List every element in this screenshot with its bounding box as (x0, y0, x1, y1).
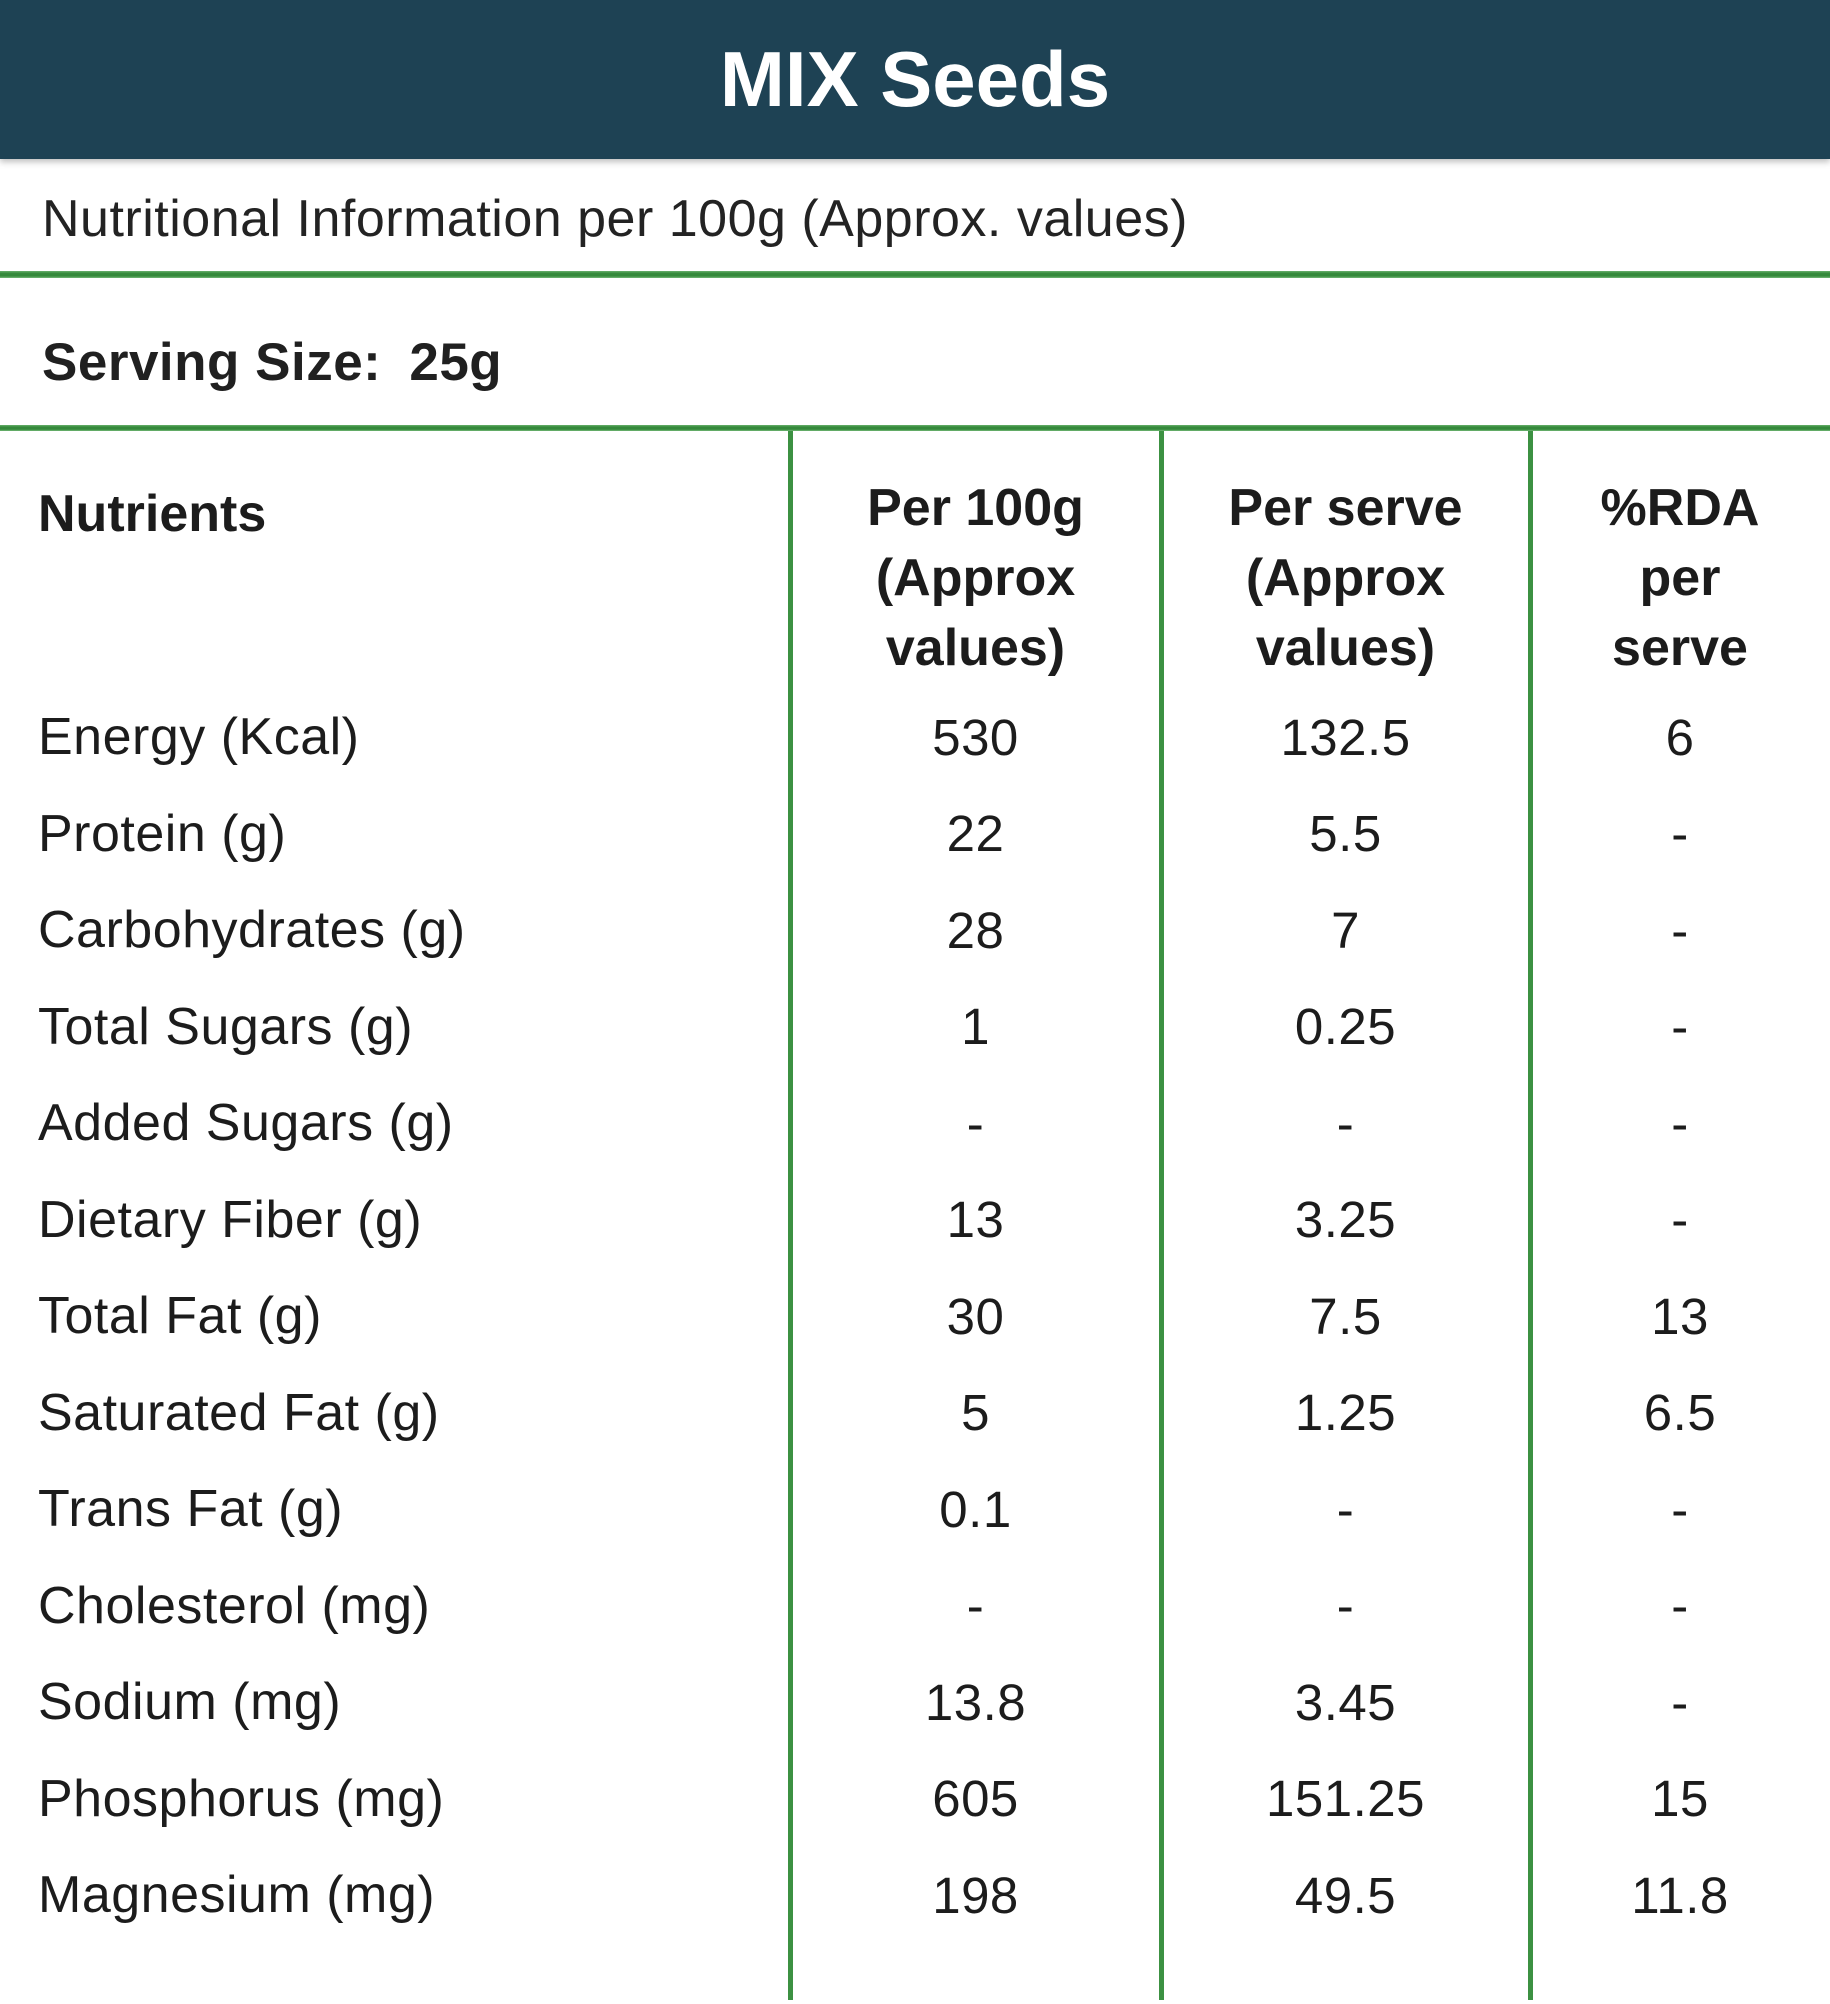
per-serve-value: - (1336, 1577, 1355, 1635)
nutrition-table: Nutrients Per 100g (Approx values) Per s… (0, 431, 1830, 2004)
serving-size-value: 25g (409, 333, 503, 392)
rda-value: 11.8 (1631, 1866, 1729, 1924)
per-100g-value: 1 (961, 998, 990, 1056)
per-100g-value: 30 (946, 1287, 1005, 1345)
rda-value: - (1671, 998, 1689, 1056)
rda-value: - (1671, 805, 1689, 863)
column-header-per-serve: Per serve (Approx values) (1161, 431, 1530, 689)
per-serve-value: - (1336, 1094, 1355, 1152)
nutrient-label: Dietary Fiber (g) (38, 1190, 423, 1249)
nutrient-label: Saturated Fat (g) (38, 1383, 440, 1442)
serving-size-label: Serving Size: (42, 333, 382, 392)
divider-top (0, 271, 1830, 278)
per-serve-value: 0.25 (1294, 998, 1397, 1056)
nutrient-label: Total Sugars (g) (38, 997, 414, 1056)
nutrient-label: Carbohydrates (g) (38, 901, 466, 960)
per-100g-value: 5 (961, 1384, 990, 1442)
per-100g-value: 13 (946, 1191, 1005, 1249)
header-line: serve (1612, 619, 1748, 677)
column-header-nutrients: Nutrients (0, 431, 790, 689)
serving-size-section: Serving Size: 25g (0, 278, 1830, 425)
per-100g-value: 0.1 (939, 1480, 1012, 1538)
per-100g-value: 198 (932, 1866, 1019, 1924)
nutrient-label: Magnesium (mg) (38, 1866, 436, 1925)
table-grid: Nutrients Per 100g (Approx values) Per s… (0, 431, 1830, 1944)
per-serve-value: 5.5 (1309, 805, 1382, 863)
column-header-per-100g: Per 100g (Approx values) (790, 431, 1161, 689)
title-bar: MIX Seeds (0, 0, 1830, 159)
per-serve-value: 1.25 (1294, 1384, 1397, 1442)
per-serve-value: 132.5 (1280, 708, 1411, 766)
subtitle-text: Nutritional Information per 100g (Approx… (42, 190, 1188, 248)
column-divider (1159, 431, 1164, 2000)
header-line: values) (885, 619, 1066, 677)
per-serve-value: 49.5 (1294, 1866, 1397, 1924)
rda-value: - (1671, 1673, 1689, 1731)
nutrient-label: Added Sugars (g) (38, 1094, 454, 1153)
divider-table-top (0, 425, 1830, 431)
nutrient-label: Trans Fat (g) (38, 1480, 344, 1539)
header-line: Nutrients (38, 485, 267, 543)
nutrient-label: Phosphorus (mg) (38, 1769, 445, 1828)
rda-value: 6.5 (1643, 1384, 1717, 1442)
header-line: per (1639, 549, 1721, 607)
per-100g-value: 605 (932, 1770, 1019, 1828)
per-100g-value: 22 (946, 805, 1005, 863)
column-divider (788, 431, 793, 2000)
header-line: (Approx (1245, 549, 1446, 607)
per-100g-value: 28 (946, 901, 1005, 959)
per-100g-value: 530 (932, 708, 1019, 766)
nutrient-label: Cholesterol (mg) (38, 1576, 431, 1635)
column-divider (1528, 431, 1533, 2000)
subtitle-section: Nutritional Information per 100g (Approx… (0, 159, 1830, 271)
header-line: values) (1255, 619, 1436, 677)
rda-value: - (1671, 1191, 1689, 1249)
header-line: %RDA (1600, 479, 1760, 537)
rda-value: - (1671, 1577, 1689, 1635)
nutrient-label: Protein (g) (38, 804, 287, 863)
rda-value: - (1671, 1094, 1689, 1152)
nutrient-label: Total Fat (g) (38, 1287, 322, 1346)
per-serve-value: 151.25 (1266, 1770, 1425, 1828)
nutrient-label: Energy (Kcal) (38, 708, 360, 767)
per-serve-value: 3.45 (1294, 1673, 1397, 1731)
column-header-rda: %RDA per serve (1530, 431, 1830, 689)
rda-value: - (1671, 901, 1689, 959)
header-line: Per serve (1228, 479, 1463, 537)
rda-value: - (1671, 1480, 1689, 1538)
header-line: (Approx (875, 549, 1076, 607)
rda-value: 13 (1651, 1287, 1709, 1345)
per-100g-value: 13.8 (924, 1673, 1027, 1731)
per-serve-value: - (1336, 1480, 1355, 1538)
per-100g-value: - (966, 1577, 985, 1635)
per-100g-value: - (966, 1094, 985, 1152)
rda-value: 15 (1651, 1770, 1709, 1828)
header-line: Per 100g (867, 479, 1084, 537)
per-serve-value: 3.25 (1294, 1191, 1397, 1249)
nutrient-label: Sodium (mg) (38, 1673, 342, 1732)
per-serve-value: 7.5 (1309, 1287, 1382, 1345)
rda-value: 6 (1665, 708, 1695, 766)
per-serve-value: 7 (1331, 901, 1360, 959)
page-title: MIX Seeds (719, 35, 1111, 123)
